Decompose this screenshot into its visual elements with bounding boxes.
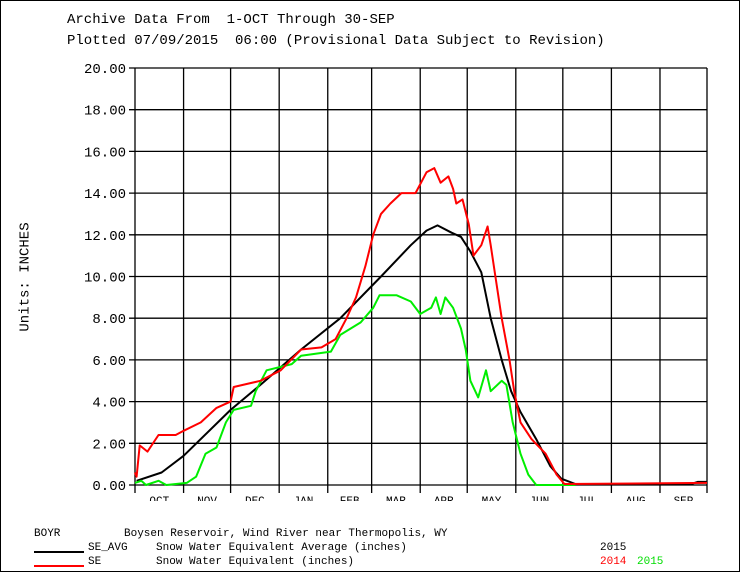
y-tick-label: 16.00 — [84, 145, 126, 161]
y-tick-label: 14.00 — [84, 187, 126, 203]
x-tick-label: FEB — [340, 496, 360, 501]
y-tick-label: 10.00 — [84, 271, 126, 287]
y-tick-label: 6.00 — [92, 354, 126, 370]
legend-year-se-2015: 2015 — [637, 556, 664, 568]
legend-swatch-se — [34, 565, 84, 567]
plot-area: 0.00 2.00 4.00 6.00 8.00 10.00 12.00 14.00 16.00… — [84, 62, 708, 501]
x-tick-label: MAY — [482, 496, 502, 501]
header-line-1: Archive Data From 1-OCT Through 30-SEP — [67, 12, 395, 28]
x-tick-label: JAN — [294, 496, 314, 501]
legend-year-se-2014: 2014 — [600, 556, 627, 568]
y-tick-label: 20.00 — [84, 62, 126, 78]
y-tick-label: 0.00 — [92, 479, 126, 495]
x-tick-label: SEP — [674, 496, 694, 501]
x-tick-label: JUN — [529, 496, 549, 501]
series-line-se-2015 — [134, 294, 576, 486]
legend-station-id: BOYR — [34, 528, 61, 540]
legend-year-se-avg-2015: 2015 — [600, 542, 627, 554]
header-line-2: Plotted 07/09/2015 06:00 (Provisional Da… — [67, 33, 605, 49]
legend-station-name: Boysen Reservoir, Wind River near Thermo… — [124, 528, 448, 540]
legend-swatch-se-avg — [34, 551, 84, 553]
x-tick-label: JUL — [577, 496, 597, 501]
y-tick-label: 4.00 — [92, 396, 126, 412]
x-tick-label: OCT — [149, 496, 169, 501]
y-tick-label: 2.00 — [92, 437, 126, 453]
y-tick-label: 18.00 — [84, 104, 126, 120]
x-tick-label: NOV — [197, 496, 217, 501]
x-tick-label: APR — [434, 496, 454, 501]
series-line-se-avg-2015-average- — [136, 224, 707, 485]
y-tick-label: 8.00 — [92, 312, 126, 328]
y-tick-label: 12.00 — [84, 229, 126, 245]
legend-desc-se: Snow Water Equivalent (inches) — [156, 556, 355, 568]
series-line-se-2014 — [134, 167, 708, 485]
x-tick-label: MAR — [386, 496, 406, 501]
x-tick-label: AUG — [626, 496, 646, 501]
legend-code-se: SE — [88, 556, 102, 568]
legend-code-se-avg: SE_AVG — [88, 542, 128, 554]
legend-desc-se-avg: Snow Water Equivalent Average (inches) — [156, 542, 407, 554]
x-tick-label: DEC — [245, 496, 265, 501]
